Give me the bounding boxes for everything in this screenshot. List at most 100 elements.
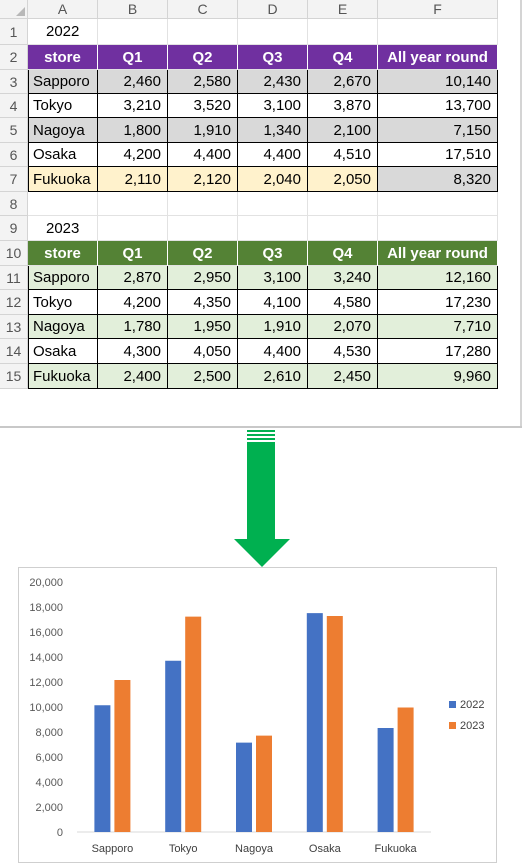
cell[interactable] <box>98 216 168 241</box>
value-cell[interactable]: 4,200 <box>98 290 168 315</box>
value-cell[interactable]: 4,100 <box>238 290 308 315</box>
value-cell[interactable]: 4,400 <box>238 339 308 364</box>
value-cell[interactable]: 2,500 <box>168 364 238 389</box>
value-cell[interactable]: 4,530 <box>308 339 378 364</box>
cell[interactable] <box>168 192 238 216</box>
store-name-cell[interactable]: Sapporo <box>28 70 98 94</box>
header-cell[interactable]: store <box>28 241 98 266</box>
value-cell[interactable]: 2,950 <box>168 266 238 290</box>
cell[interactable] <box>238 216 308 241</box>
cell[interactable] <box>308 216 378 241</box>
year-label-cell[interactable]: 2023 <box>28 216 98 241</box>
row-header-4[interactable]: 4 <box>0 94 28 118</box>
value-cell[interactable]: 2,110 <box>98 167 168 192</box>
value-cell[interactable]: 4,400 <box>238 143 308 167</box>
value-cell[interactable]: 1,800 <box>98 118 168 143</box>
value-cell[interactable]: 3,100 <box>238 94 308 118</box>
cell[interactable] <box>378 192 498 216</box>
value-cell[interactable]: 17,230 <box>378 290 498 315</box>
row-header-5[interactable]: 5 <box>0 118 28 143</box>
cell[interactable] <box>168 19 238 45</box>
store-name-cell[interactable]: Sapporo <box>28 266 98 290</box>
row-header-3[interactable]: 3 <box>0 70 28 94</box>
value-cell[interactable]: 9,960 <box>378 364 498 389</box>
value-cell[interactable]: 2,450 <box>308 364 378 389</box>
cell[interactable] <box>28 192 98 216</box>
header-cell[interactable]: store <box>28 45 98 70</box>
column-header-f[interactable]: F <box>378 0 498 19</box>
row-header-2[interactable]: 2 <box>0 45 28 70</box>
header-cell[interactable]: All year round <box>378 45 498 70</box>
header-cell[interactable]: Q1 <box>98 241 168 266</box>
header-cell[interactable]: All year round <box>378 241 498 266</box>
header-cell[interactable]: Q2 <box>168 45 238 70</box>
value-cell[interactable]: 7,150 <box>378 118 498 143</box>
value-cell[interactable]: 3,100 <box>238 266 308 290</box>
store-name-cell[interactable]: Nagoya <box>28 315 98 339</box>
value-cell[interactable]: 2,120 <box>168 167 238 192</box>
header-cell[interactable]: Q4 <box>308 241 378 266</box>
value-cell[interactable]: 17,280 <box>378 339 498 364</box>
header-cell[interactable]: Q4 <box>308 45 378 70</box>
value-cell[interactable]: 3,240 <box>308 266 378 290</box>
cell[interactable] <box>98 192 168 216</box>
value-cell[interactable]: 2,040 <box>238 167 308 192</box>
column-header-c[interactable]: C <box>168 0 238 19</box>
cell[interactable] <box>308 19 378 45</box>
row-header-11[interactable]: 11 <box>0 266 28 290</box>
cell[interactable] <box>308 192 378 216</box>
row-header-8[interactable]: 8 <box>0 192 28 216</box>
row-header-6[interactable]: 6 <box>0 143 28 167</box>
store-name-cell[interactable]: Tokyo <box>28 94 98 118</box>
value-cell[interactable]: 1,950 <box>168 315 238 339</box>
store-name-cell[interactable]: Nagoya <box>28 118 98 143</box>
row-header-10[interactable]: 10 <box>0 241 28 266</box>
value-cell[interactable]: 2,070 <box>308 315 378 339</box>
value-cell[interactable]: 4,400 <box>168 143 238 167</box>
row-header-13[interactable]: 13 <box>0 315 28 339</box>
store-name-cell[interactable]: Fukuoka <box>28 364 98 389</box>
row-header-12[interactable]: 12 <box>0 290 28 315</box>
select-all-corner[interactable] <box>0 0 28 19</box>
value-cell[interactable]: 2,610 <box>238 364 308 389</box>
cell[interactable] <box>238 192 308 216</box>
value-cell[interactable]: 4,510 <box>308 143 378 167</box>
cell[interactable] <box>378 19 498 45</box>
header-cell[interactable]: Q2 <box>168 241 238 266</box>
column-header-d[interactable]: D <box>238 0 308 19</box>
row-header-1[interactable]: 1 <box>0 19 28 45</box>
value-cell[interactable]: 2,100 <box>308 118 378 143</box>
store-name-cell[interactable]: Osaka <box>28 339 98 364</box>
cell[interactable] <box>98 19 168 45</box>
row-header-9[interactable]: 9 <box>0 216 28 241</box>
header-cell[interactable]: Q1 <box>98 45 168 70</box>
value-cell[interactable]: 8,320 <box>378 167 498 192</box>
year-label-cell[interactable]: 2022 <box>28 19 98 45</box>
value-cell[interactable]: 1,340 <box>238 118 308 143</box>
row-header-14[interactable]: 14 <box>0 339 28 364</box>
value-cell[interactable]: 1,910 <box>168 118 238 143</box>
value-cell[interactable]: 4,300 <box>98 339 168 364</box>
value-cell[interactable]: 3,210 <box>98 94 168 118</box>
store-name-cell[interactable]: Osaka <box>28 143 98 167</box>
value-cell[interactable]: 17,510 <box>378 143 498 167</box>
value-cell[interactable]: 7,710 <box>378 315 498 339</box>
value-cell[interactable]: 4,350 <box>168 290 238 315</box>
value-cell[interactable]: 13,700 <box>378 94 498 118</box>
value-cell[interactable]: 4,580 <box>308 290 378 315</box>
cell[interactable] <box>378 216 498 241</box>
header-cell[interactable]: Q3 <box>238 241 308 266</box>
value-cell[interactable]: 4,200 <box>98 143 168 167</box>
value-cell[interactable]: 2,670 <box>308 70 378 94</box>
value-cell[interactable]: 4,050 <box>168 339 238 364</box>
value-cell[interactable]: 12,160 <box>378 266 498 290</box>
clustered-bar-chart[interactable]: 0 2,000 4,000 6,000 8,000 10,000 12,000 14,000 1… <box>18 567 497 863</box>
value-cell[interactable]: 1,780 <box>98 315 168 339</box>
store-name-cell[interactable]: Tokyo <box>28 290 98 315</box>
value-cell[interactable]: 2,870 <box>98 266 168 290</box>
cell[interactable] <box>238 19 308 45</box>
value-cell[interactable]: 1,910 <box>238 315 308 339</box>
value-cell[interactable]: 2,430 <box>238 70 308 94</box>
column-header-e[interactable]: E <box>308 0 378 19</box>
value-cell[interactable]: 2,050 <box>308 167 378 192</box>
